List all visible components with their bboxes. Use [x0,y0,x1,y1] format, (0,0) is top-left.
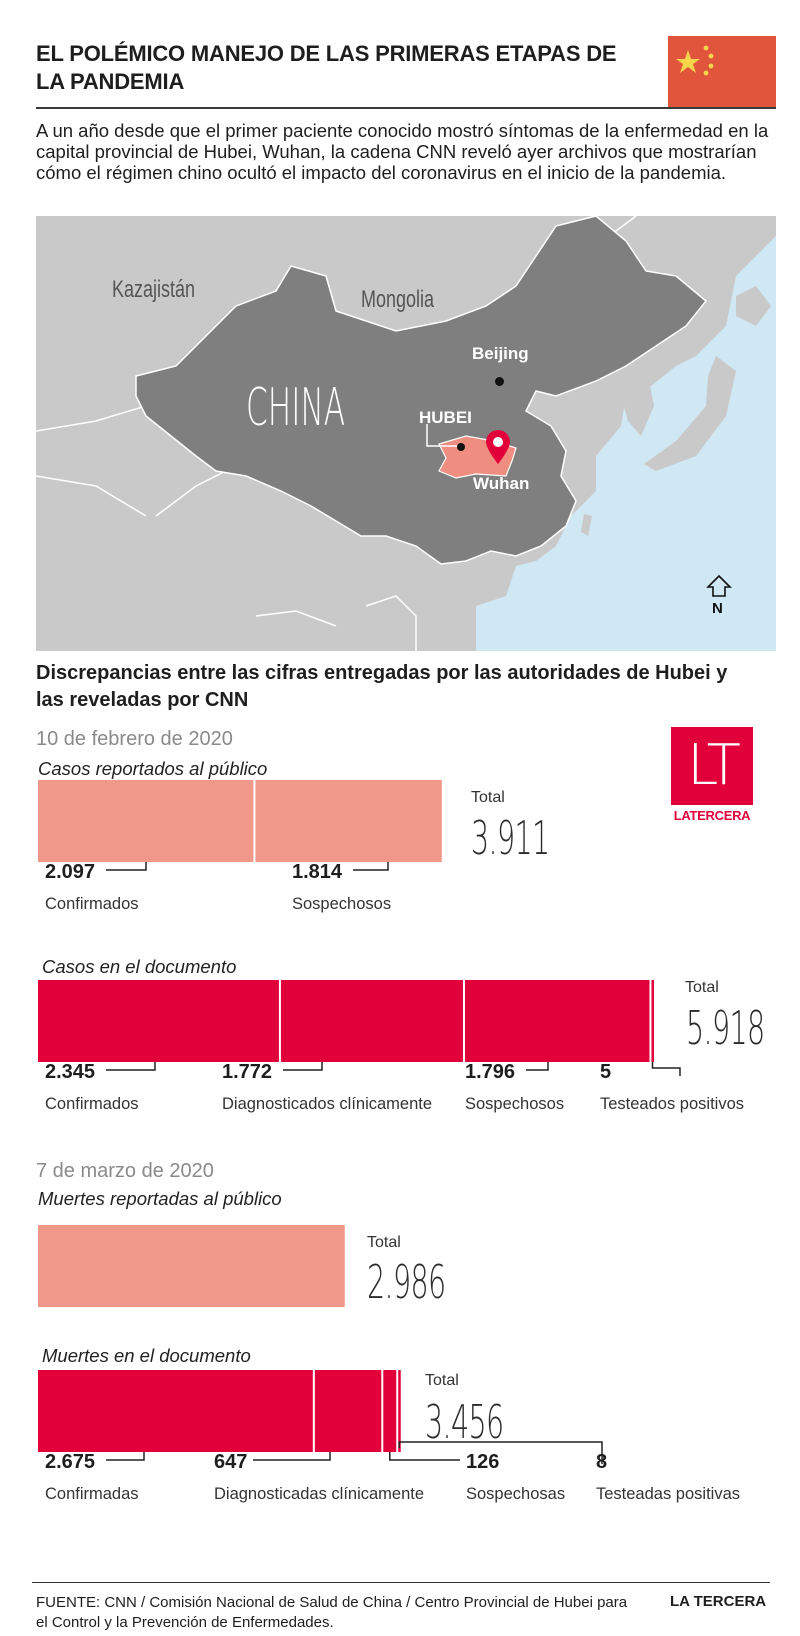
bar-testeadas-positivas [398,1370,401,1452]
chart-cases-document: 2.345 Confirmados 1.772 Diagnosticados clín… [38,980,744,1113]
source-note: FUENTE: CNN / Comisión Nacional de Salud… [36,1594,628,1631]
bar-diagnosticados-cl-nicamente [280,980,463,1062]
north-arrow-icon [706,574,732,597]
brand-name: LA TERCERA [670,1593,767,1610]
total-value: 5.918 [686,1001,765,1055]
total-value: 3.456 [425,1395,504,1449]
data-label: 2.097 [45,861,95,883]
data-label: 2.675 [45,1451,95,1473]
label-wuhan: Wuhan [473,474,530,493]
intro-text: A un año desde que el primer paciente co… [36,120,769,183]
title-rule [36,107,776,109]
leader-line [526,1062,549,1071]
bar-confirmados [38,780,254,862]
china-flag [668,36,776,108]
bar-confirmadas [38,1370,313,1452]
series-label: Testeados positivos [600,1095,744,1113]
data-label: 8 [596,1451,607,1473]
data-label: 1.796 [465,1061,515,1083]
label-beijing: Beijing [472,344,529,363]
total-label: Total [425,1372,459,1389]
data-label: 647 [214,1451,247,1473]
label-kazakhstan: Kazajistán [112,276,196,303]
la-tercera-logo: LT [671,727,753,805]
leader-line [353,862,389,871]
hubei-leader-line [426,424,458,447]
leader-line [398,1441,603,1464]
series-label: Diagnosticadas clínicamente [214,1485,424,1503]
chart-deaths-document: 2.675 Confirmadas 647 Diagnosticadas clínic… [38,1370,740,1503]
chart-subhead: Discrepancias entre las cifras entregada… [36,662,728,711]
data-label: 5 [600,1061,611,1083]
leader-line [283,1062,323,1071]
leader-line [106,1062,156,1071]
wuhan-pin-icon [486,430,510,464]
page-title: El polémico manejo de las primeras etapa… [36,41,617,94]
label-hubei: HUBEI [419,408,472,427]
bar-testeados-positivos [651,980,654,1062]
bar-sospechosos [464,980,650,1062]
bar-confirmados [38,980,279,1062]
chart-deaths-public [38,1225,345,1307]
beijing-dot [495,377,504,386]
leader-line [651,1062,681,1076]
leader-line [106,862,147,871]
leader-line [106,1452,145,1461]
china-region [135,216,708,565]
flag-big-star [676,50,700,73]
footer-rule [32,1582,770,1583]
series-label: Diagnosticados clínicamente [222,1095,432,1113]
series-label: Testeadas positivas [596,1485,740,1503]
total-label: Total [471,789,505,806]
section-title-deaths-document: Muertes en el documento [42,1345,251,1366]
data-label: 2.345 [45,1061,95,1083]
bar-sospechosos [255,780,442,862]
china-map: Kazajistán Mongolia CHINA Beijing HUBEI … [36,216,776,651]
label-mongolia: Mongolia [361,286,435,313]
series-label: Confirmadas [45,1485,139,1503]
total-value: 3.911 [471,811,550,865]
data-label: 1.814 [292,861,343,883]
bar-total [38,1225,345,1307]
section-title-cases-public: Casos reportados al público [38,758,268,779]
bar-sospechosas [383,1370,397,1452]
label-china: CHINA [246,378,346,438]
series-label: Sospechosos [292,895,391,913]
date-mar: 7 de marzo de 2020 [36,1160,214,1182]
la-tercera-logo-word: LATERCERA [673,808,751,823]
korea-japan-land [621,286,771,471]
series-label: Confirmados [45,895,139,913]
total-label: Total [685,979,719,996]
section-title-cases-document: Casos en el documento [42,956,237,977]
leader-line [389,1452,460,1461]
series-label: Confirmados [45,1095,139,1113]
section-title-deaths-public: Muertes reportadas al público [38,1188,282,1209]
date-feb: 10 de febrero de 2020 [36,728,233,750]
series-label: Sospechosas [466,1485,565,1503]
bar-diagnosticadas-cl-nicamente [314,1370,382,1452]
data-label: 1.772 [222,1061,272,1083]
leader-line [253,1452,331,1461]
data-label: 126 [466,1451,499,1473]
total-label: Total [367,1234,401,1251]
chart-cases-public: 2.097 Confirmados 1.814 Sospechosos [38,780,442,913]
taiwan-land [581,514,592,536]
north-label: N [712,600,723,617]
total-value: 2.986 [367,1255,446,1309]
series-label: Sospechosos [465,1095,564,1113]
hubei-dot [457,443,465,451]
hainan-land [441,584,461,602]
